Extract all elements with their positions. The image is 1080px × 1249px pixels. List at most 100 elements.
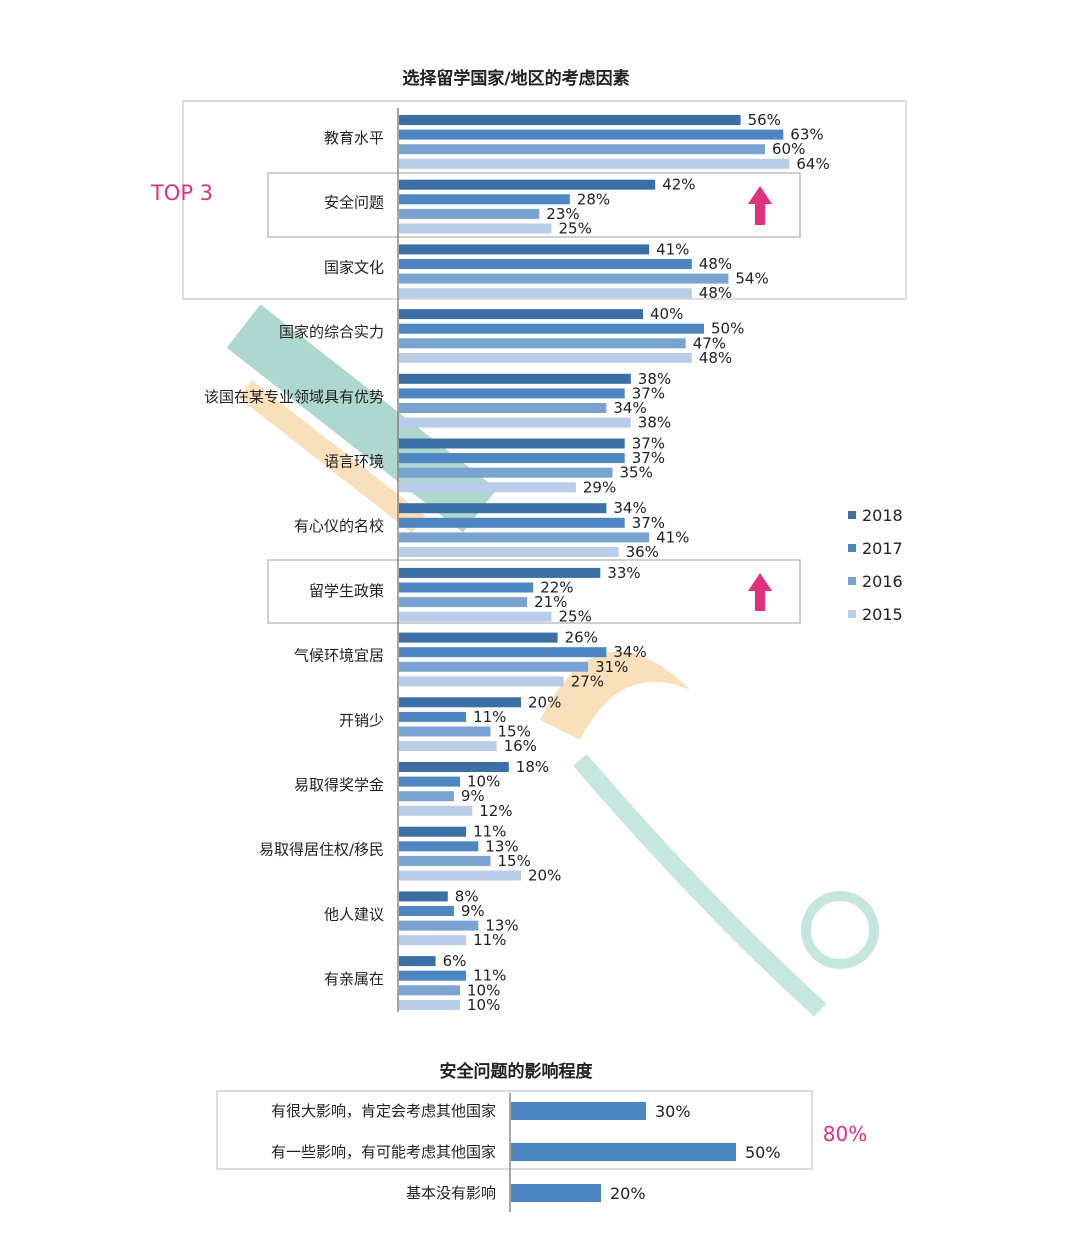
- legend-label: 2015: [862, 605, 903, 624]
- data-label: 54%: [735, 270, 768, 288]
- data-label: 40%: [650, 305, 683, 323]
- data-label: 11%: [473, 931, 506, 949]
- bar-2017: [399, 259, 692, 269]
- bar-2017: [399, 776, 460, 787]
- data-label: 11%: [473, 708, 506, 726]
- top3-frame: [182, 100, 907, 300]
- bar-2017: [399, 129, 784, 140]
- bar-2015: [399, 805, 473, 816]
- data-label: 12%: [479, 802, 512, 820]
- bar-2018: [399, 244, 650, 255]
- impact-category-label: 有一些影响，有可能考虑其他国家: [271, 1143, 496, 1161]
- bar-2015: [399, 676, 564, 687]
- impact-category-label: 有很大影响，肯定会考虑其他国家: [271, 1102, 496, 1120]
- watermark-vision-overseas: [540, 651, 879, 1017]
- bar-2017: [399, 647, 607, 658]
- legend-swatch-2016: [848, 577, 856, 585]
- data-label: 48%: [699, 255, 732, 273]
- up-arrow-icon: [748, 186, 772, 225]
- data-label: 9%: [461, 902, 485, 920]
- bar-2017: [399, 970, 467, 981]
- data-label: 48%: [699, 284, 732, 302]
- bar-2018: [399, 891, 448, 902]
- data-label: 37%: [632, 514, 665, 532]
- bar-2016: [399, 661, 589, 672]
- bar-2015: [399, 223, 552, 234]
- data-label: 20%: [528, 867, 561, 885]
- data-label: 25%: [559, 608, 592, 626]
- bar-2016: [399, 403, 607, 413]
- data-label: 37%: [632, 384, 665, 402]
- impact-total-label: 80%: [823, 1122, 867, 1146]
- bar-2018: [399, 697, 521, 708]
- bar-2018: [399, 632, 558, 643]
- data-label: 41%: [656, 240, 689, 258]
- data-label: 33%: [607, 564, 640, 582]
- legend-swatch-2017: [848, 544, 856, 552]
- data-label: 37%: [632, 435, 665, 453]
- bar-2015: [399, 935, 467, 946]
- impact-bar: [511, 1102, 646, 1120]
- impact-data-label: 50%: [745, 1143, 781, 1162]
- data-label: 56%: [748, 111, 781, 129]
- bar-2015: [399, 741, 497, 752]
- data-label: 34%: [613, 643, 646, 661]
- category-label: 安全问题: [324, 194, 384, 212]
- bar-2017: [399, 517, 625, 528]
- data-label: 13%: [485, 837, 518, 855]
- data-label: 6%: [443, 952, 467, 970]
- bar-2016: [399, 532, 650, 543]
- data-label: 38%: [638, 414, 671, 432]
- data-label: 20%: [528, 693, 561, 711]
- category-label: 国家的综合实力: [279, 323, 384, 341]
- data-label: 47%: [693, 334, 726, 352]
- data-label: 10%: [467, 996, 500, 1014]
- bar-2016: [399, 208, 540, 219]
- bar-2018: [399, 179, 656, 190]
- bar-2018: [399, 567, 601, 578]
- category-label: 气候环境宜居: [294, 647, 384, 665]
- bar-2018: [399, 438, 625, 449]
- category-label: 语言环境: [324, 453, 384, 471]
- bar-2017: [399, 194, 570, 205]
- data-label: 31%: [595, 658, 628, 676]
- chart-title-factors: 选择留学国家/地区的考虑因素: [402, 68, 629, 89]
- impact-category-label: 基本没有影响: [406, 1184, 496, 1202]
- category-label: 易取得居住权/移民: [259, 841, 384, 859]
- bar-2016: [399, 273, 729, 284]
- bar-2016: [399, 791, 454, 802]
- category-label: 开销少: [339, 711, 384, 729]
- bar-2018: [399, 309, 643, 320]
- bar-2018: [399, 826, 467, 837]
- bar-2017: [399, 582, 534, 593]
- data-label: 15%: [498, 852, 531, 870]
- bar-2017: [399, 323, 704, 334]
- legend-label: 2017: [862, 539, 903, 558]
- data-label: 34%: [613, 399, 646, 417]
- legend-label: 2016: [862, 572, 903, 591]
- bar-2016: [399, 985, 460, 996]
- category-label: 留学生政策: [309, 582, 384, 600]
- bar-2016: [399, 920, 479, 931]
- category-label: 易取得奖学金: [294, 776, 384, 794]
- policy-highlight-frame: [267, 559, 801, 624]
- category-label: 该国在某专业领域具有优势: [204, 388, 384, 406]
- data-label: 23%: [546, 205, 579, 223]
- data-label: 15%: [498, 723, 531, 741]
- data-label: 26%: [565, 629, 598, 647]
- legend-label: 2018: [862, 506, 903, 525]
- category-label: 有心仪的名校: [294, 517, 384, 535]
- data-label: 11%: [473, 823, 506, 841]
- bar-2016: [399, 338, 686, 349]
- bar-2018: [399, 956, 436, 967]
- bar-2016: [399, 726, 491, 737]
- data-label: 29%: [583, 478, 616, 496]
- bar-2015: [399, 417, 631, 428]
- impact-frame: [216, 1090, 813, 1170]
- data-label: 42%: [662, 176, 695, 194]
- bar-2017: [399, 388, 625, 399]
- data-label: 9%: [461, 787, 485, 805]
- data-label: 41%: [656, 528, 689, 546]
- legend-swatch-2018: [848, 511, 856, 519]
- bar-2015: [399, 482, 576, 493]
